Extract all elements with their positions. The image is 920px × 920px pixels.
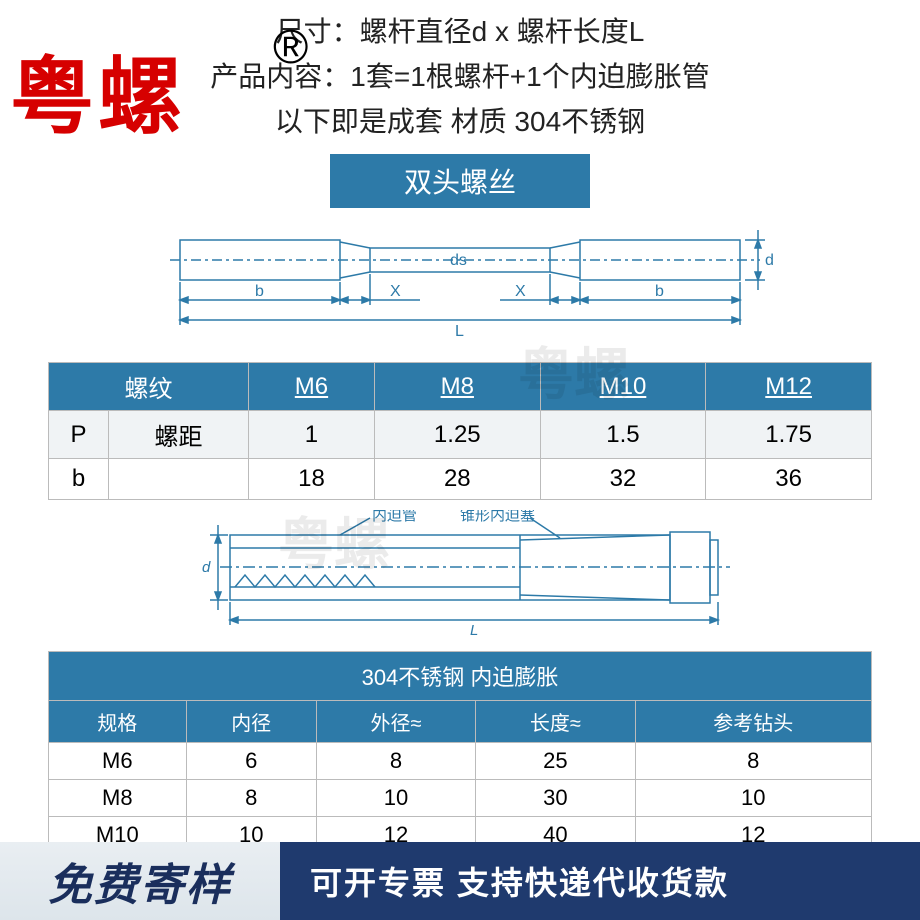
label-x-right: X: [515, 283, 526, 300]
thread-table: 螺纹 M6 M8 M10 M12 P 螺距 1 1.25 1.5 1.75 b …: [48, 362, 872, 500]
label-x-left: X: [390, 283, 401, 300]
footer: 免费寄样 可开专票 支持快递代收货款: [0, 842, 920, 920]
stud-diagram: ds d b X X b L: [140, 220, 780, 350]
registered-mark: ®: [273, 10, 308, 87]
cell: 6: [186, 743, 316, 780]
cell: 1.25: [374, 411, 540, 459]
section-title: 双头螺丝: [330, 154, 590, 208]
label-b-right: b: [655, 283, 664, 300]
label-tube: 内迫管: [372, 510, 417, 524]
label-d2: d: [202, 559, 211, 576]
cell: 28: [374, 459, 540, 500]
cell: 18: [249, 459, 375, 500]
expansion-diagram: 内迫管 锥形内迫塞 d L: [140, 510, 780, 645]
footer-left: 免费寄样: [0, 842, 280, 920]
th-spec: 规格: [49, 701, 187, 743]
cell-b: b: [49, 459, 109, 500]
table2-title-row: 304不锈钢 内迫膨胀: [49, 652, 872, 701]
cell-b-label: [109, 459, 249, 500]
cell: 10: [316, 780, 475, 817]
table-row: M6 6 8 25 8: [49, 743, 872, 780]
cell: 32: [540, 459, 706, 500]
table-row: P 螺距 1 1.25 1.5 1.75: [49, 411, 872, 459]
cell: 1.5: [540, 411, 706, 459]
th-m12: M12: [706, 363, 872, 411]
cell: 25: [476, 743, 635, 780]
table2-title: 304不锈钢 内迫膨胀: [49, 652, 872, 701]
th-inner: 内径: [186, 701, 316, 743]
label-d: d: [765, 252, 774, 269]
cell: M6: [49, 743, 187, 780]
cell: 1.75: [706, 411, 872, 459]
label-L2: L: [470, 622, 478, 639]
table2-header-row: 规格 内径 外径≈ 长度≈ 参考钻头: [49, 701, 872, 743]
expansion-table: 304不锈钢 内迫膨胀 规格 内径 外径≈ 长度≈ 参考钻头 M6 6 8 25…: [48, 651, 872, 854]
cell: 36: [706, 459, 872, 500]
table-row: M8 8 10 30 10: [49, 780, 872, 817]
label-L: L: [455, 323, 464, 340]
th-m8: M8: [374, 363, 540, 411]
th-thread: 螺纹: [49, 363, 249, 411]
table-header-row: 螺纹 M6 M8 M10 M12: [49, 363, 872, 411]
cell: 10: [635, 780, 872, 817]
cell: M8: [49, 780, 187, 817]
th-outer: 外径≈: [316, 701, 475, 743]
cell: 8: [635, 743, 872, 780]
cell-p: P: [49, 411, 109, 459]
label-b-left: b: [255, 283, 264, 300]
cell: 8: [316, 743, 475, 780]
cell: 30: [476, 780, 635, 817]
brand-overlay: 粤螺: [10, 30, 186, 151]
table-row: b 18 28 32 36: [49, 459, 872, 500]
label-ds: ds: [450, 252, 467, 269]
footer-right: 可开专票 支持快递代收货款: [280, 842, 920, 920]
th-m10: M10: [540, 363, 706, 411]
label-cone: 锥形内迫塞: [460, 510, 535, 524]
th-length: 长度≈: [476, 701, 635, 743]
th-drill: 参考钻头: [635, 701, 872, 743]
cell: 1: [249, 411, 375, 459]
th-m6: M6: [249, 363, 375, 411]
cell-pitch-label: 螺距: [109, 411, 249, 459]
cell: 8: [186, 780, 316, 817]
